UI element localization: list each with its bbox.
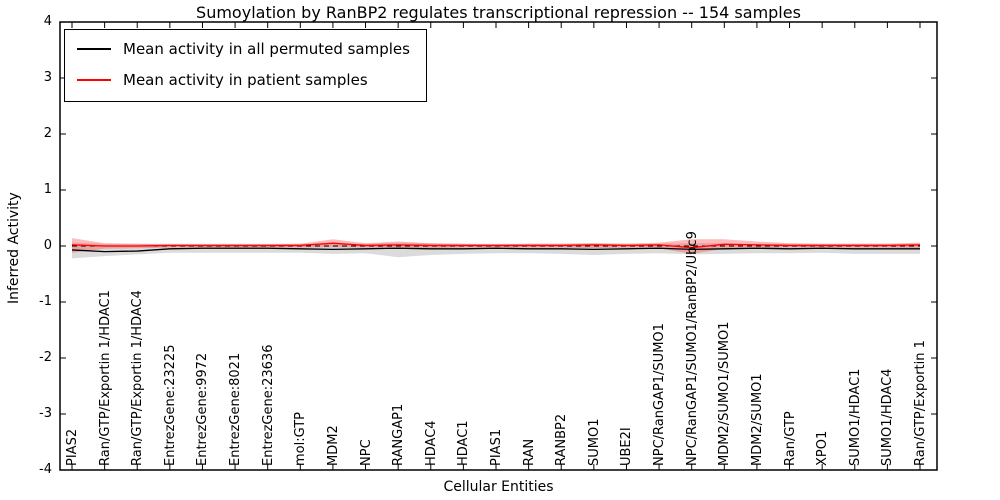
y-tick-label: -4: [39, 462, 52, 477]
y-tick-label: -2: [39, 350, 52, 365]
legend-item-permuted: Mean activity in all permuted samples: [77, 40, 410, 58]
y-tick-label: 3: [43, 70, 52, 85]
x-category-label: NPC/RanGAP1/SUMO1/RanBP2/Ubc9: [684, 231, 700, 466]
x-category-label: Ran/GTP: [782, 411, 798, 466]
x-category-label: RANBP2: [554, 413, 570, 466]
x-category-label: NPC/RanGAP1/SUMO1: [652, 323, 668, 466]
x-category-label: MDM2: [325, 425, 341, 466]
x-category-label: HDAC4: [423, 420, 439, 466]
x-axis-label: Cellular Entities: [443, 479, 554, 495]
legend-line-permuted-icon: [77, 48, 111, 50]
x-category-label: SUMO1/HDAC1: [847, 368, 863, 466]
x-category-label: Ran/GTP/Exportin 1/HDAC4: [130, 290, 146, 466]
series-line-1: [71, 242, 921, 249]
y-tick-label: -1: [39, 294, 52, 309]
x-category-label: UBE2I: [619, 427, 635, 466]
y-tick-label: 2: [43, 126, 52, 141]
x-category-label: NPC: [358, 439, 374, 466]
legend-label-patient: Mean activity in patient samples: [123, 71, 368, 89]
chart-title: Sumoylation by RanBP2 regulates transcri…: [196, 3, 801, 22]
x-category-label: PIAS1: [489, 428, 504, 466]
x-category-label: MDM2/SUMO1/SUMO1: [717, 321, 733, 466]
x-category-label: SUMO1: [586, 418, 602, 467]
y-tick-label: 1: [43, 182, 52, 197]
y-tick-label: 0: [43, 238, 52, 253]
x-category-label: EntrezGene:23636: [260, 344, 276, 466]
x-category-label: XPO1: [815, 430, 831, 466]
x-category-label: mol:GTP: [293, 412, 309, 466]
x-category-label: RANGAP1: [391, 403, 407, 466]
legend-label-permuted: Mean activity in all permuted samples: [123, 40, 410, 58]
x-category-label: Ran/GTP/Exportin 1/HDAC1: [97, 290, 113, 466]
x-category-label: EntrezGene:9972: [195, 352, 211, 466]
y-tick-label: -3: [39, 406, 52, 421]
x-category-label: SUMO1/HDAC4: [880, 368, 896, 466]
x-category-label: PIAS2: [65, 428, 80, 466]
legend-line-patient-icon: [77, 79, 111, 81]
x-category-label: Ran/GTP/Exportin 1: [913, 340, 928, 466]
series-line-0: [71, 247, 920, 253]
y-tick-label: 4: [43, 14, 52, 29]
x-category-label: HDAC1: [456, 420, 472, 466]
x-category-label: EntrezGene:23225: [162, 344, 178, 466]
x-category-label: RAN: [521, 438, 537, 466]
legend: Mean activity in all permuted samples Me…: [64, 29, 427, 102]
legend-item-patient: Mean activity in patient samples: [77, 71, 410, 89]
x-category-label: EntrezGene:8021: [228, 352, 244, 466]
x-category-label: MDM2/SUMO1: [749, 373, 765, 466]
